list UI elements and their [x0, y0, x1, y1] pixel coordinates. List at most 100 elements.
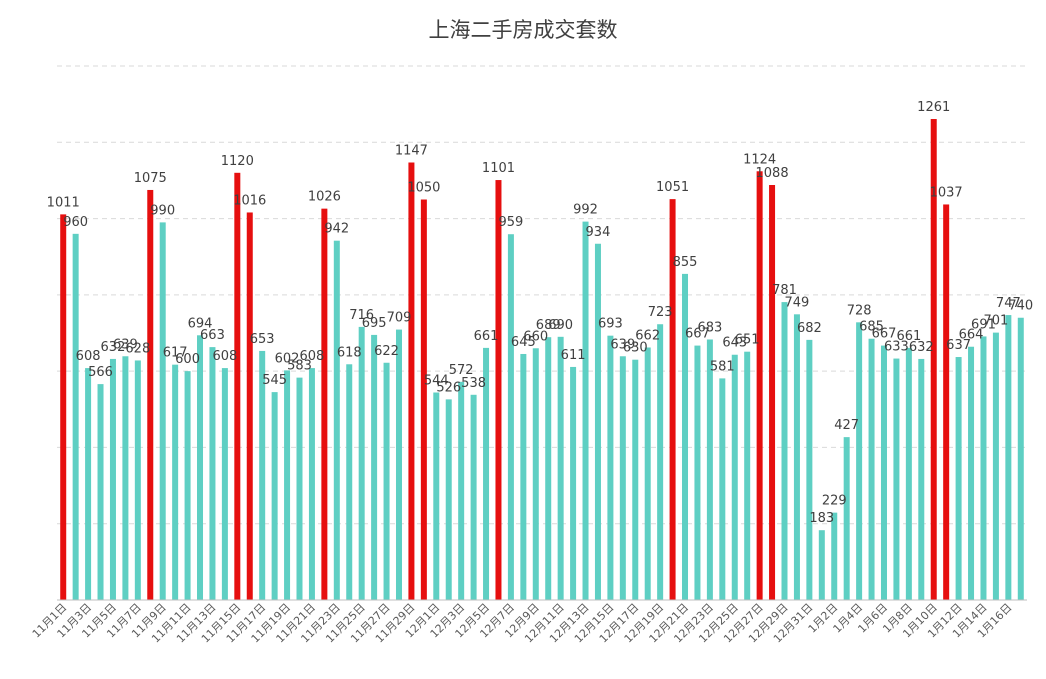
bar: [769, 185, 776, 600]
data-label: 538: [461, 376, 486, 391]
data-label: 660: [523, 329, 548, 344]
data-label: 639: [113, 337, 138, 352]
data-label: 628: [125, 341, 150, 356]
bar: [793, 314, 800, 600]
data-label: 781: [772, 283, 797, 298]
bar: [85, 368, 92, 600]
data-label: 663: [200, 328, 225, 343]
data-label: 695: [362, 316, 387, 331]
data-label: 1011: [47, 195, 80, 210]
bar: [657, 324, 664, 600]
data-label: 618: [337, 345, 362, 360]
data-label: 639: [610, 337, 635, 352]
data-label: 728: [847, 303, 872, 318]
data-label: 229: [822, 494, 847, 509]
bar: [918, 358, 925, 600]
data-labels: 1011960608566632639628107599061760069466…: [47, 100, 1034, 526]
data-label: 1075: [134, 171, 167, 186]
data-label: 643: [722, 336, 747, 351]
bar: [831, 512, 838, 600]
bars: [60, 119, 1024, 601]
bar: [731, 354, 738, 600]
bar: [147, 189, 154, 600]
data-label: 1088: [756, 166, 789, 181]
bar: [221, 368, 228, 600]
data-label: 1124: [743, 152, 776, 167]
bar: [806, 339, 813, 600]
data-label: 1147: [395, 144, 428, 159]
bar: [246, 212, 253, 600]
bar: [594, 243, 601, 600]
bar: [1005, 315, 1012, 600]
data-label: 749: [785, 295, 810, 310]
data-label: 740: [1008, 299, 1033, 314]
bar: [296, 377, 303, 600]
data-label: 683: [697, 320, 722, 335]
bar: [72, 233, 79, 600]
x-tick-labels: 11月1日11月3日11月5日11月7日11月9日11月11日11月13日11月…: [30, 601, 1015, 646]
data-label: 716: [349, 308, 374, 323]
data-label: 602: [275, 351, 300, 366]
data-label: 690: [548, 318, 573, 333]
bar: [756, 171, 763, 600]
bar: [371, 334, 378, 600]
data-label: 682: [797, 321, 822, 336]
bar: [570, 366, 577, 600]
data-label: 645: [511, 335, 536, 350]
data-label: 685: [859, 320, 884, 335]
bar: [60, 214, 67, 600]
bar: [694, 345, 701, 600]
bar: [122, 356, 129, 600]
data-label: 653: [250, 332, 275, 347]
data-label: 709: [387, 311, 412, 326]
data-label: 1051: [656, 180, 689, 195]
bar: [880, 345, 887, 600]
data-label: 1261: [917, 100, 950, 115]
bar: [980, 336, 987, 600]
data-label: 691: [971, 317, 996, 332]
bar: [495, 180, 502, 601]
data-label: 1016: [233, 193, 266, 208]
data-label: 583: [287, 359, 312, 374]
bar: [445, 399, 452, 600]
bar: [644, 347, 651, 600]
bar: [234, 172, 241, 601]
data-label: 545: [262, 373, 287, 388]
data-label: 581: [710, 359, 735, 374]
data-label: 1050: [407, 181, 440, 196]
data-label: 661: [896, 329, 921, 344]
data-label: 632: [101, 340, 126, 355]
data-label: 689: [536, 318, 561, 333]
bar: [358, 326, 365, 600]
bar: [308, 368, 315, 600]
bar: [744, 351, 751, 600]
data-label: 608: [300, 349, 325, 364]
bar: [943, 204, 950, 600]
data-label: 701: [983, 314, 1008, 329]
bar: [346, 364, 353, 600]
data-label: 600: [175, 352, 200, 367]
data-label: 183: [809, 511, 834, 526]
bar: [545, 337, 552, 600]
bar: [719, 378, 726, 600]
data-label: 661: [474, 329, 499, 344]
data-label: 566: [88, 365, 113, 380]
bar: [992, 332, 999, 600]
data-label: 633: [884, 340, 909, 355]
data-label: 855: [673, 255, 698, 270]
bar: [383, 362, 390, 600]
bar: [968, 346, 975, 600]
bar: [607, 335, 614, 600]
bar: [669, 199, 676, 600]
bar: [781, 302, 788, 600]
bar: [483, 347, 490, 600]
bar: [893, 358, 900, 600]
bar: [843, 437, 850, 600]
bar: [507, 234, 514, 600]
bar: [184, 371, 191, 600]
bar: [930, 119, 937, 601]
data-label: 667: [872, 327, 897, 342]
data-label: 617: [163, 346, 188, 361]
chart-title: 上海二手房成交套数: [428, 18, 618, 42]
data-label: 427: [834, 418, 859, 433]
